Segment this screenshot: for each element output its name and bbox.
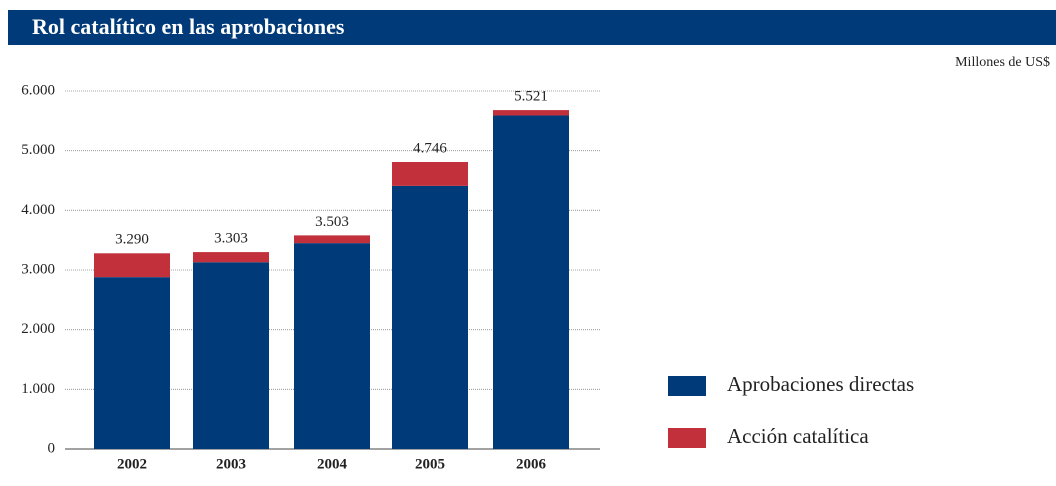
unit-label: Millones de US$ [955,55,1050,70]
x-tick-label: 2003 [216,456,246,472]
y-tick-label: 3.000 [21,261,55,277]
x-tick-label: 2004 [317,456,348,472]
y-tick-label: 6.000 [21,82,55,98]
total-label: 4.746 [413,140,447,156]
x-tick-label: 2006 [516,456,547,472]
x-tick-label: 2005 [415,456,445,472]
total-label: 3.303 [214,231,248,247]
bar-segment [294,235,370,244]
bar-segment [493,110,569,116]
total-label: 5.521 [514,89,548,105]
y-tick-label: 4.000 [21,202,55,218]
bar-segment [193,252,269,263]
total-label: 3.503 [315,214,349,230]
bar-segment [392,162,468,186]
bar-segment [493,115,569,450]
y-tick-label: 1.000 [21,381,55,397]
chart-title: Rol catalítico en las aprobaciones [32,14,345,39]
bar-segment [94,253,170,278]
y-tick-label: 0 [48,440,56,456]
bar-segment [294,243,370,449]
y-tick-label: 5.000 [21,142,55,158]
legend-label: Aprobaciones directas [727,372,914,396]
legend-label: Acción catalítica [727,424,869,448]
legend-swatch [668,376,706,396]
legend-swatch [668,428,706,448]
total-label: 3.290 [115,232,149,248]
bar-segment [193,262,269,449]
bar-segment [94,277,170,449]
x-tick-label: 2002 [117,456,147,472]
title-band [8,10,1056,45]
y-tick-label: 2.000 [21,321,55,337]
bar-segment [392,185,468,449]
